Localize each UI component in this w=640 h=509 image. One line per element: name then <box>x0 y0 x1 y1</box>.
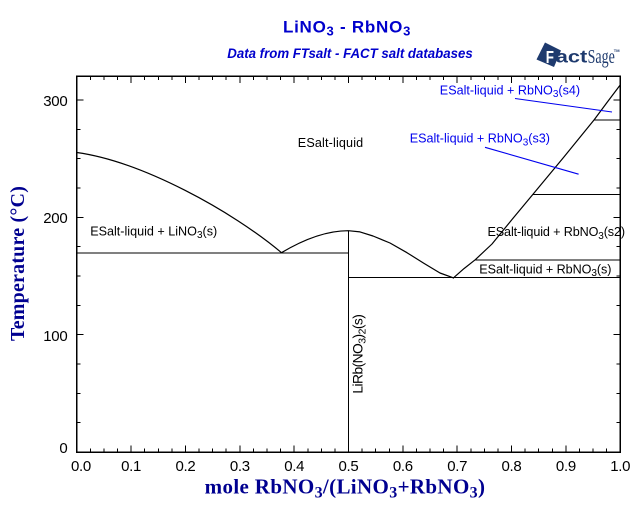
svg-text:Data from FTsalt - FACT salt d: Data from FTsalt - FACT salt databases <box>227 45 473 61</box>
svg-text:LiNO3 - RbNO3: LiNO3 - RbNO3 <box>283 18 411 39</box>
svg-text:0.6: 0.6 <box>393 458 413 475</box>
svg-text:1.0: 1.0 <box>610 458 630 475</box>
svg-text:0.9: 0.9 <box>556 458 576 475</box>
svg-text:Temperature (°C): Temperature (°C) <box>7 186 29 341</box>
svg-text:200: 200 <box>43 210 67 227</box>
svg-text:100: 100 <box>43 328 67 345</box>
svg-text:0.7: 0.7 <box>447 458 467 475</box>
svg-text:0.2: 0.2 <box>176 458 196 475</box>
svg-text:TM: TM <box>614 48 620 53</box>
svg-text:Sage: Sage <box>588 47 615 68</box>
svg-text:ESalt-liquid + RbNO3(s2): ESalt-liquid + RbNO3(s2) <box>488 225 625 242</box>
svg-text:0.4: 0.4 <box>284 458 304 475</box>
svg-text:0.3: 0.3 <box>230 458 250 475</box>
svg-text:mole RbNO3/(LiNO3+RbNO3): mole RbNO3/(LiNO3+RbNO3) <box>205 475 486 502</box>
svg-text:0.5: 0.5 <box>339 458 359 475</box>
svg-text:ESalt-liquid + RbNO3(s3): ESalt-liquid + RbNO3(s3) <box>410 132 550 149</box>
svg-text:0.0: 0.0 <box>71 458 91 475</box>
svg-text:ESalt-liquid + RbNO3(s): ESalt-liquid + RbNO3(s) <box>479 262 611 279</box>
svg-text:ESalt-liquid: ESalt-liquid <box>298 136 364 150</box>
svg-text:0.1: 0.1 <box>121 458 141 475</box>
svg-text:300: 300 <box>43 93 67 110</box>
svg-text:ESalt-liquid + LiNO3(s): ESalt-liquid + LiNO3(s) <box>90 224 217 241</box>
svg-text:0.8: 0.8 <box>502 458 522 475</box>
svg-text:act: act <box>556 46 588 66</box>
svg-text:F: F <box>546 47 554 67</box>
svg-text:0: 0 <box>59 440 67 457</box>
svg-text:ESalt-liquid + RbNO3(s4): ESalt-liquid + RbNO3(s4) <box>440 83 580 100</box>
